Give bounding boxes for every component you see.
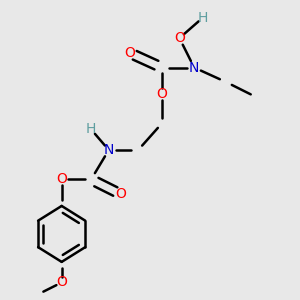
- Text: H: H: [198, 11, 208, 25]
- Text: O: O: [115, 187, 126, 201]
- Text: O: O: [156, 87, 167, 101]
- Text: O: O: [124, 46, 135, 60]
- Text: O: O: [56, 172, 67, 186]
- Text: O: O: [174, 31, 185, 45]
- Text: O: O: [56, 275, 67, 290]
- Text: N: N: [103, 143, 114, 157]
- Text: H: H: [86, 122, 96, 136]
- Text: N: N: [189, 61, 200, 75]
